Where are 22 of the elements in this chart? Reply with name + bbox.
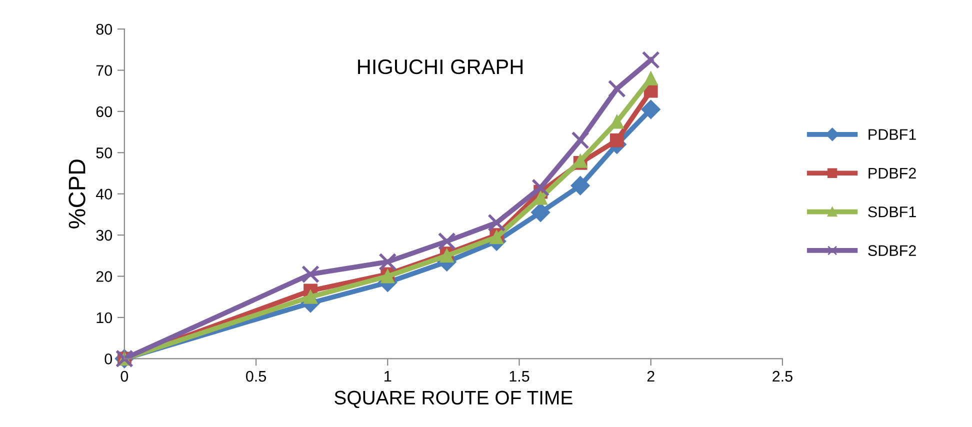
y-axis-title: %CPD bbox=[68, 160, 86, 228]
x-axis-title: SQUARE ROUTE OF TIME bbox=[334, 390, 572, 408]
y-tick-label: 70 bbox=[96, 65, 112, 76]
y-tick-label: 30 bbox=[96, 230, 112, 241]
y-tick-label: 60 bbox=[96, 106, 112, 118]
y-tick-label: 40 bbox=[96, 188, 112, 200]
x-tick-label: 0.5 bbox=[246, 370, 266, 382]
text: HIGUCHI GRAPH bbox=[358, 59, 522, 74]
legend-label: SDBF1 bbox=[868, 206, 916, 218]
legend-label: PDBF2 bbox=[868, 168, 916, 178]
legend-label: SDBF2 bbox=[868, 245, 916, 256]
x-tick-label: 1.5 bbox=[510, 371, 530, 382]
x-tick-label: 0 bbox=[120, 370, 128, 382]
y-tick-label: 10 bbox=[96, 312, 112, 324]
legend-label: PDBF1 bbox=[868, 129, 916, 140]
y-tick-label: 0 bbox=[104, 354, 112, 364]
x-tick-label: 2 bbox=[647, 370, 654, 382]
y-tick-label: 20 bbox=[96, 271, 112, 282]
x-tick-label: 2.5 bbox=[772, 370, 792, 382]
y-tick-label: 50 bbox=[96, 148, 112, 158]
y-tick-label: 80 bbox=[96, 24, 112, 35]
x-tick-label: 1 bbox=[384, 371, 392, 382]
